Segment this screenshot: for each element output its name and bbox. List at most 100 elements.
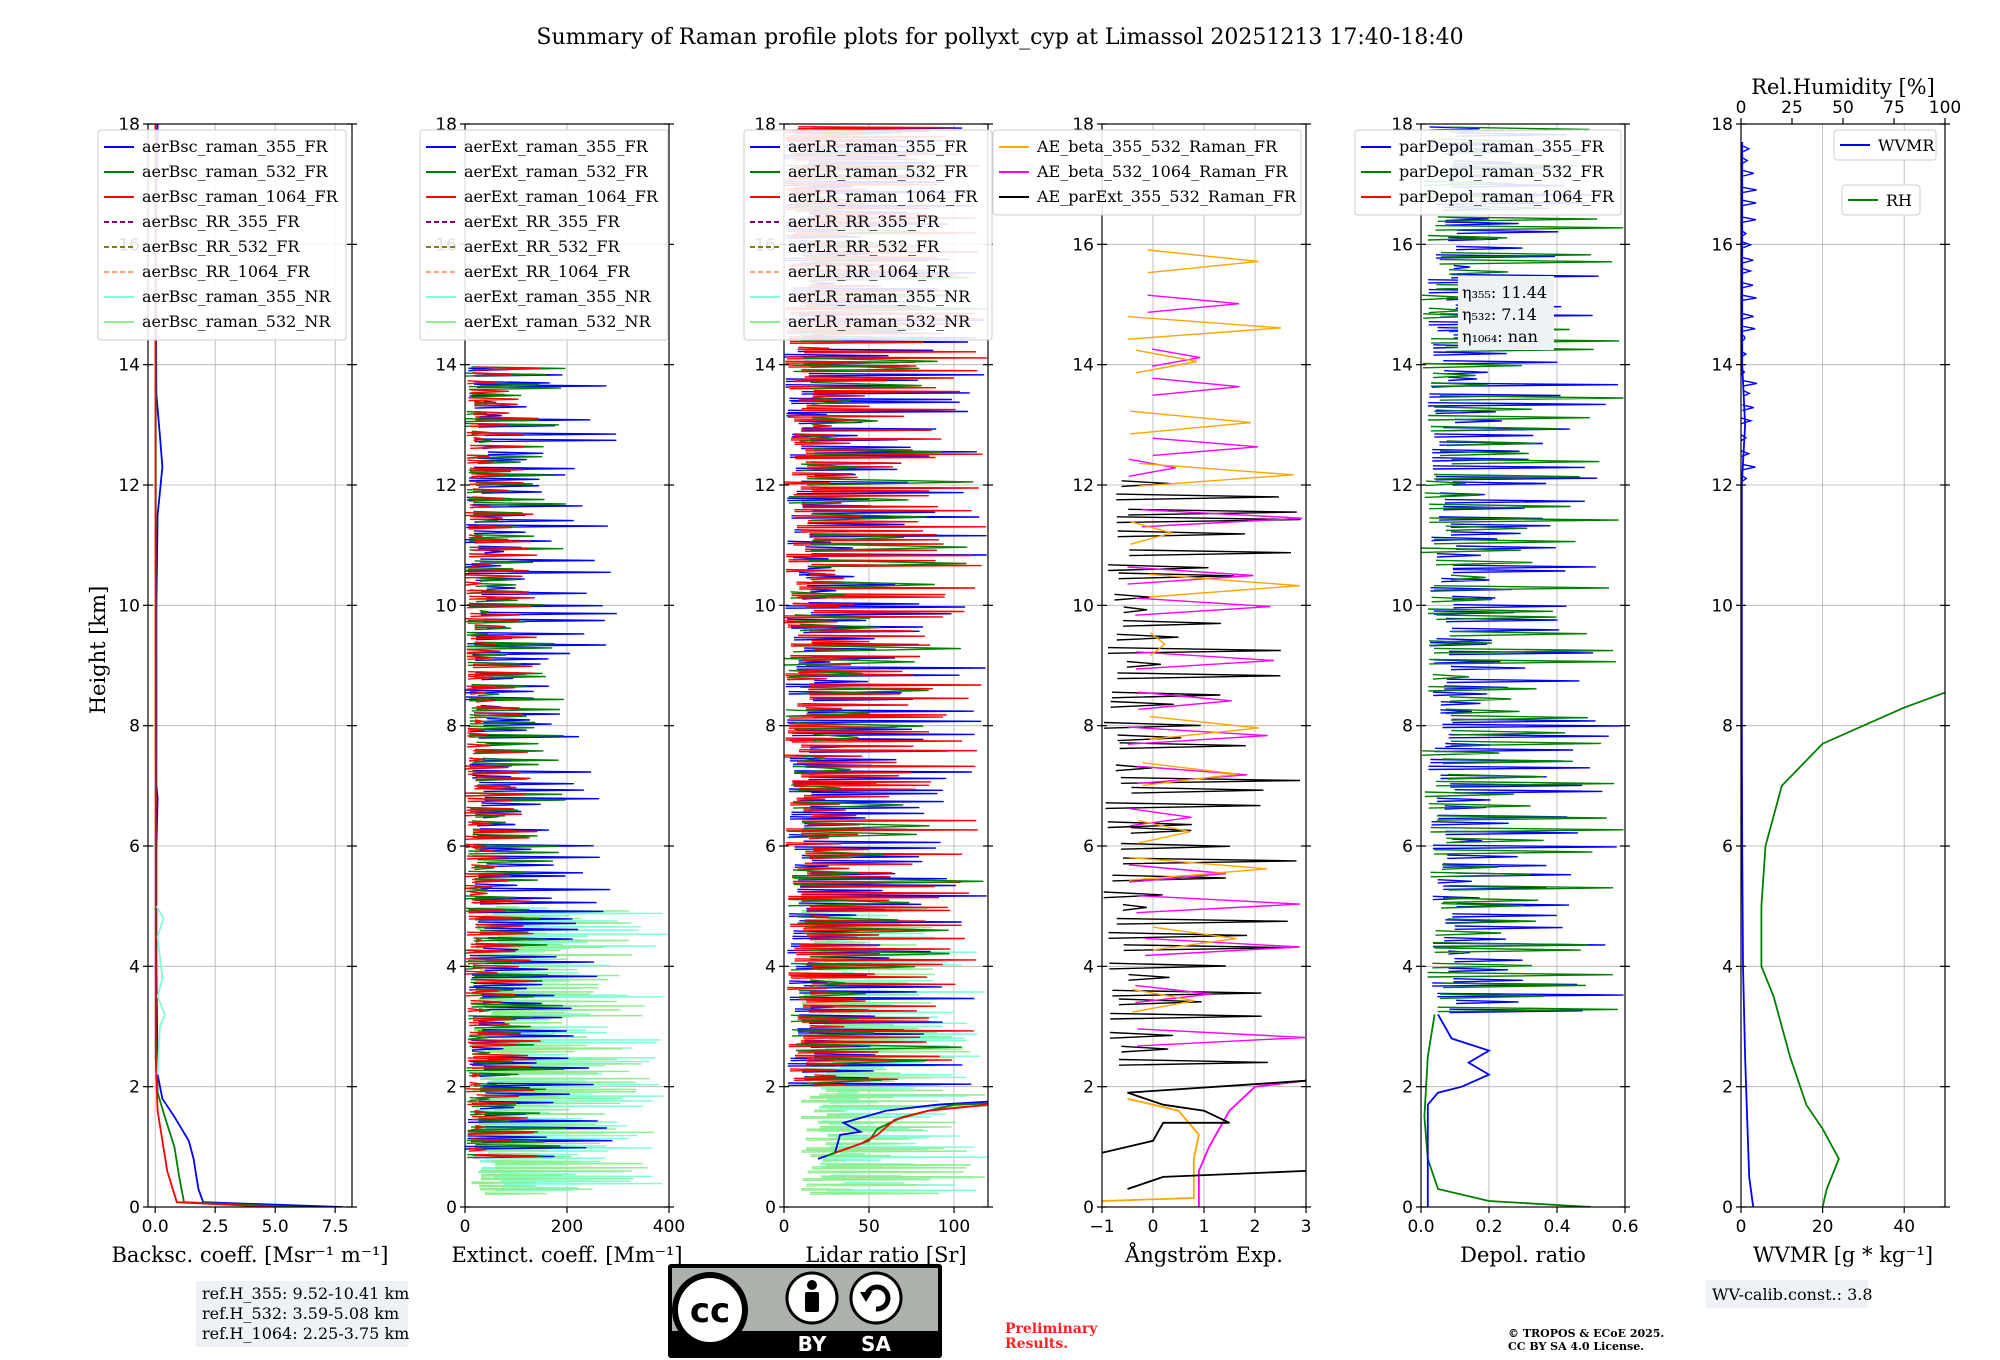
ytick-label: 0 [129, 1198, 140, 1218]
preliminary-label: Preliminary [1005, 1321, 1098, 1337]
xtick-label: 0 [1148, 1217, 1159, 1237]
ytick-label: 8 [1722, 717, 1733, 737]
legend-entry: aerExt_raman_355_FR [464, 137, 649, 156]
series-aerExt_raman_355_FR [465, 367, 617, 1159]
xtick-label: 2 [1250, 1217, 1261, 1237]
series-group [1741, 142, 1945, 1207]
ytick-label: 14 [1711, 356, 1733, 376]
x-axis-label: Backsc. coeff. [Msr⁻¹ m⁻¹] [112, 1243, 389, 1267]
ytick-label: 2 [765, 1078, 776, 1098]
series-aerExt_raman_532_FR [465, 366, 566, 1159]
ytick-label: 14 [1072, 356, 1094, 376]
legend: aerExt_raman_355_FR aerExt_raman_532_FRae… [419, 129, 669, 341]
ytick-label: 14 [435, 356, 457, 376]
legend-entry: aerBsc_raman_355_FR [142, 137, 328, 156]
xtick-label: 2.5 [202, 1217, 229, 1237]
xtick-label: 0 [1736, 1217, 1747, 1237]
legend-entry: AE_beta_355_532_Raman_FR [1036, 137, 1278, 156]
series-AE_beta_355_532_Raman_FR [1102, 1097, 1200, 1202]
top-xtick-label: 0 [1736, 98, 1747, 118]
series-AE_beta_355_532_Raman_FR_bands [1128, 249, 1300, 1013]
axes-frame [783, 123, 989, 1208]
ytick-label: 12 [435, 476, 457, 496]
series-AE_beta_532_1064_Raman_FR [1198, 1079, 1306, 1207]
ytick-label: 10 [118, 596, 140, 616]
ytick-label: 4 [1722, 957, 1733, 977]
series-parDepol_raman_532_FR [1423, 1014, 1592, 1207]
series-aerLR_raman_1064_FR_low [834, 1103, 988, 1154]
top-xtick-label: 75 [1883, 98, 1905, 118]
legend-entry: AE_beta_532_1064_Raman_FR [1036, 162, 1288, 181]
ytick-label: 14 [1391, 356, 1413, 376]
axes-frame [1420, 123, 1626, 1208]
xtick-label: 3 [1301, 1217, 1312, 1237]
legend-entry: aerExt_RR_355_FR [464, 212, 621, 231]
legend-entry: RH [1886, 191, 1912, 210]
xtick-label: 0.4 [1543, 1217, 1570, 1237]
ytick-label: 2 [1083, 1078, 1094, 1098]
cc-logo-text: cc [690, 1291, 730, 1331]
legend-entry: aerLR_raman_532_NR [788, 312, 971, 331]
ytick-label: 6 [446, 837, 457, 857]
sa-label: SA [861, 1332, 891, 1356]
ytick-label: 8 [1402, 717, 1413, 737]
series-group [1102, 249, 1306, 1207]
ytick-label: 10 [435, 596, 457, 616]
ytick-label: 0 [1402, 1198, 1413, 1218]
series-group [154, 124, 343, 1207]
legend-entry: aerExt_RR_1064_FR [464, 262, 631, 281]
ytick-label: 2 [129, 1078, 140, 1098]
ytick-label: 10 [1711, 596, 1733, 616]
ytick-label: 16 [1072, 235, 1094, 255]
series-group [465, 366, 668, 1196]
series-WVMR_bands [1741, 145, 1758, 482]
top-xtick-label: 100 [1929, 98, 1961, 118]
series-AE_beta_532_1064_Raman_FR_bands [1127, 294, 1305, 1047]
legend-entry: AE_parExt_355_532_Raman_FR [1036, 187, 1297, 206]
ytick-label: 6 [129, 837, 140, 857]
series-aerExt_raman_1064_FR [465, 366, 541, 1159]
ytick-label: 0 [765, 1198, 776, 1218]
legend-entry: parDepol_raman_355_FR [1399, 137, 1605, 156]
ytick-label: 16 [1391, 235, 1413, 255]
legend-entry: aerBsc_raman_532_FR [142, 162, 328, 181]
by-label: BY [798, 1332, 827, 1356]
reference-heights-note: ref.H_355: 9.52-10.41 km ref.H_532: 3.59… [196, 1281, 409, 1347]
x-axis-label: WVMR [g * kg⁻¹] [1753, 1243, 1933, 1267]
legend-entry: aerBsc_raman_532_NR [142, 312, 331, 331]
cc-by-sa-badge[interactable]: cc BY SA [668, 1264, 942, 1358]
depol-eta-1: η₅₃₂: 7.14 [1462, 305, 1537, 324]
legend-entry: aerLR_raman_355_FR [788, 137, 968, 156]
ytick-label: 10 [754, 596, 776, 616]
ytick-label: 0 [1083, 1198, 1094, 1218]
ref-h-532: ref.H_532: 3.59-5.08 km [202, 1304, 399, 1323]
xtick-label: 0.0 [142, 1217, 169, 1237]
xtick-label: 1 [1199, 1217, 1210, 1237]
series-group [1421, 126, 1624, 1207]
series-AE_parExt_355_532_Raman_FR_low [1102, 1079, 1306, 1154]
ytick-label: 4 [765, 957, 776, 977]
panel-lr: 024681012141618050100Lidar ratio [Sr]aer… [743, 115, 993, 1267]
xtick-label: 40 [1893, 1217, 1915, 1237]
series-aerBsc_raman_355_NR [155, 905, 166, 1075]
legend-entry: WVMR [1878, 136, 1935, 155]
license-line: CC BY SA 4.0 License. [1508, 1340, 1644, 1353]
copyright-line: © TROPOS & ECoE 2025. [1508, 1327, 1664, 1340]
xtick-label: 200 [551, 1217, 583, 1237]
legend: WVMR RH [1833, 129, 1937, 216]
ytick-label: 16 [1711, 235, 1733, 255]
series-AE_parExt_355_532_Raman_FR [1127, 1170, 1306, 1190]
ytick-label: 8 [446, 717, 457, 737]
x-axis-label: Ångström Exp. [1124, 1242, 1283, 1267]
ytick-label: 12 [1391, 476, 1413, 496]
xtick-label: −1 [1089, 1217, 1114, 1237]
depol-eta-0: η₃₅₅: 11.44 [1462, 283, 1547, 302]
series-parDepol_raman_532_FR_bands [1421, 126, 1624, 1013]
ytick-label: 4 [1402, 957, 1413, 977]
legend-entry: aerExt_RR_532_FR [464, 237, 621, 256]
ref-h-1064: ref.H_1064: 2.25-3.75 km [202, 1324, 409, 1343]
ref-h-355: ref.H_355: 9.52-10.41 km [202, 1284, 409, 1303]
x-axis-label: Extinct. coeff. [Mm⁻¹] [451, 1243, 682, 1267]
ytick-label: 2 [446, 1078, 457, 1098]
